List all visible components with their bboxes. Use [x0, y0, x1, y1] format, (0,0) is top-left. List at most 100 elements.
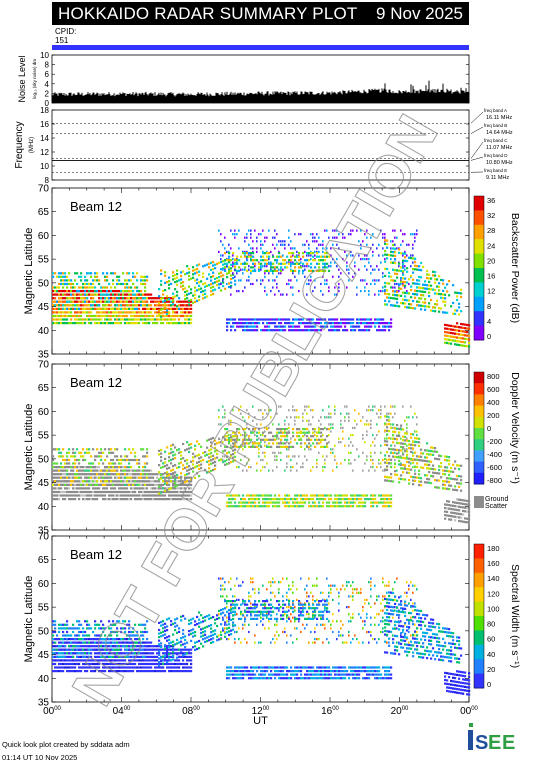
colorbar-swatch: [474, 282, 484, 297]
colorbar-swatch: [474, 439, 484, 451]
lat-tick-label: 70: [38, 184, 50, 195]
frequency-band-name: freq band B: [484, 123, 507, 128]
colorbar-tick-label: 20: [487, 256, 495, 265]
noise-tick-label: 2: [45, 89, 50, 98]
colorbar-swatch: [474, 473, 484, 485]
lat-ylabel: Magnetic Latitude: [23, 576, 35, 663]
colorbar-label: Doppler Velocity (m s⁻¹): [509, 372, 521, 484]
time-tick-minute: 00: [193, 706, 200, 712]
frequency-ylabel: Frequency: [14, 121, 25, 168]
colorbar-swatch: [474, 659, 484, 674]
lat-tick-label: 45: [38, 478, 50, 489]
time-tick-label: 0000: [460, 706, 478, 717]
colorbar-swatch: [474, 196, 484, 211]
colorbar-tick-label: -800: [487, 476, 502, 485]
time-tick-minute: 00: [263, 706, 270, 712]
colorbar-swatch: [474, 297, 484, 312]
colorbar-tick-label: -200: [487, 437, 502, 446]
colorbar-tick-label: 60: [487, 635, 495, 644]
time-tick-minute: 00: [471, 706, 478, 712]
lat-ylabel: Magnetic Latitude: [23, 404, 35, 491]
frequency-tick-label: 16: [40, 120, 49, 129]
lat-tick-label: 60: [38, 231, 50, 242]
colorbar-tick-label: 32: [487, 211, 495, 220]
colorbar-tick-label: 400: [487, 398, 500, 407]
colorbar-tick-label: 600: [487, 385, 500, 394]
colorbar-tick-label: 100: [487, 604, 500, 613]
lat-tick-label: 60: [38, 579, 50, 590]
time-tick-minute: 00: [124, 706, 131, 712]
lat-tick-label: 60: [38, 407, 50, 418]
time-tick-label: 1600: [321, 706, 339, 717]
time-tick-label: 2000: [391, 706, 409, 717]
time-tick-hour: 16: [321, 706, 333, 717]
colorbar-swatch: [474, 372, 484, 384]
time-tick-hour: 20: [391, 706, 403, 717]
lat-tick-label: 50: [38, 626, 50, 637]
frequency-band-leader: [471, 142, 483, 159]
colorbar-swatch: [474, 630, 484, 645]
colorbar-tick-label: 8: [487, 302, 491, 311]
frequency-tick-label: 10: [40, 162, 49, 171]
colorbar-tick-label: -400: [487, 450, 502, 459]
colorbar-tick-label: 80: [487, 620, 495, 629]
colorbar-tick-label: 20: [487, 665, 495, 674]
ground-scatter-swatch: [474, 496, 484, 508]
colorbar-label: Backscatter Power (dB): [509, 213, 521, 323]
colorbar-swatch: [474, 645, 484, 660]
colorbar-tick-label: 0: [487, 680, 491, 689]
time-tick-hour: 08: [182, 706, 194, 717]
lat-tick-label: 45: [38, 650, 50, 661]
lat-tick-label: 65: [38, 555, 50, 566]
lat-ylabel: Magnetic Latitude: [23, 228, 35, 315]
time-tick-hour: 00: [43, 706, 55, 717]
frequency-band-name: freq band A: [484, 108, 507, 113]
colorbar-tick-label: 200: [487, 411, 500, 420]
colorbar-swatch: [474, 428, 484, 440]
time-tick-label: 0000: [43, 706, 61, 717]
frequency-band-name: freq band E: [484, 168, 507, 173]
colorbar-swatch: [474, 417, 484, 429]
colorbar-swatch: [474, 450, 484, 462]
frequency-ylabel-unit: (MHz): [29, 137, 35, 153]
frequency-tick-label: 14: [40, 134, 49, 143]
frequency-tick-label: 12: [40, 148, 49, 157]
colorbar-tick-label: 4: [487, 317, 491, 326]
time-tick-minute: 00: [332, 706, 339, 712]
noise-ylabel: Noise Level: [17, 55, 27, 102]
frequency-band-name: freq band D: [484, 153, 508, 158]
frequency-band-leader: [471, 127, 483, 134]
beam-label: Beam 12: [70, 547, 122, 562]
colorbar-swatch: [474, 587, 484, 602]
lat-tick-label: 55: [38, 603, 50, 614]
lat-tick-label: 50: [38, 278, 50, 289]
colorbar-swatch: [474, 383, 484, 395]
lat-tick-label: 50: [38, 454, 50, 465]
ground-scatter-label: Ground: [485, 496, 508, 503]
frequency-tick-label: 18: [40, 106, 49, 115]
time-xlabel: UT: [253, 715, 268, 727]
colorbar-swatch: [474, 210, 484, 225]
colorbar-swatch: [474, 558, 484, 573]
isee-logo-mark: S E E: [468, 723, 515, 754]
footer-credit: Quick look plot created by sddata adm: [2, 740, 130, 749]
frequency-band-leader: [471, 157, 483, 160]
colorbar-tick-label: 28: [487, 226, 495, 235]
frequency-band-value: 16.11 MHz: [486, 115, 512, 121]
colorbar-tick-label: 12: [487, 287, 495, 296]
frequency-band-leader: [471, 112, 483, 123]
colorbar-tick-label: -600: [487, 463, 502, 472]
noise-tick-label: 6: [45, 70, 50, 79]
colorbar-tick-label: 800: [487, 372, 500, 381]
colorbar-tick-label: 36: [487, 196, 495, 205]
colorbar-swatch: [474, 462, 484, 474]
ground-scatter-label: Scatter: [485, 503, 508, 510]
beam-label: Beam 12: [70, 199, 122, 214]
noise-ylabel-sub: log₁₀ (sky noise) dm: [32, 59, 37, 99]
frequency-band-value: 14.64 MHz: [486, 130, 513, 136]
colorbar-swatch: [474, 326, 484, 341]
colorbar-swatch: [474, 311, 484, 326]
colorbar-tick-label: 120: [487, 589, 500, 598]
